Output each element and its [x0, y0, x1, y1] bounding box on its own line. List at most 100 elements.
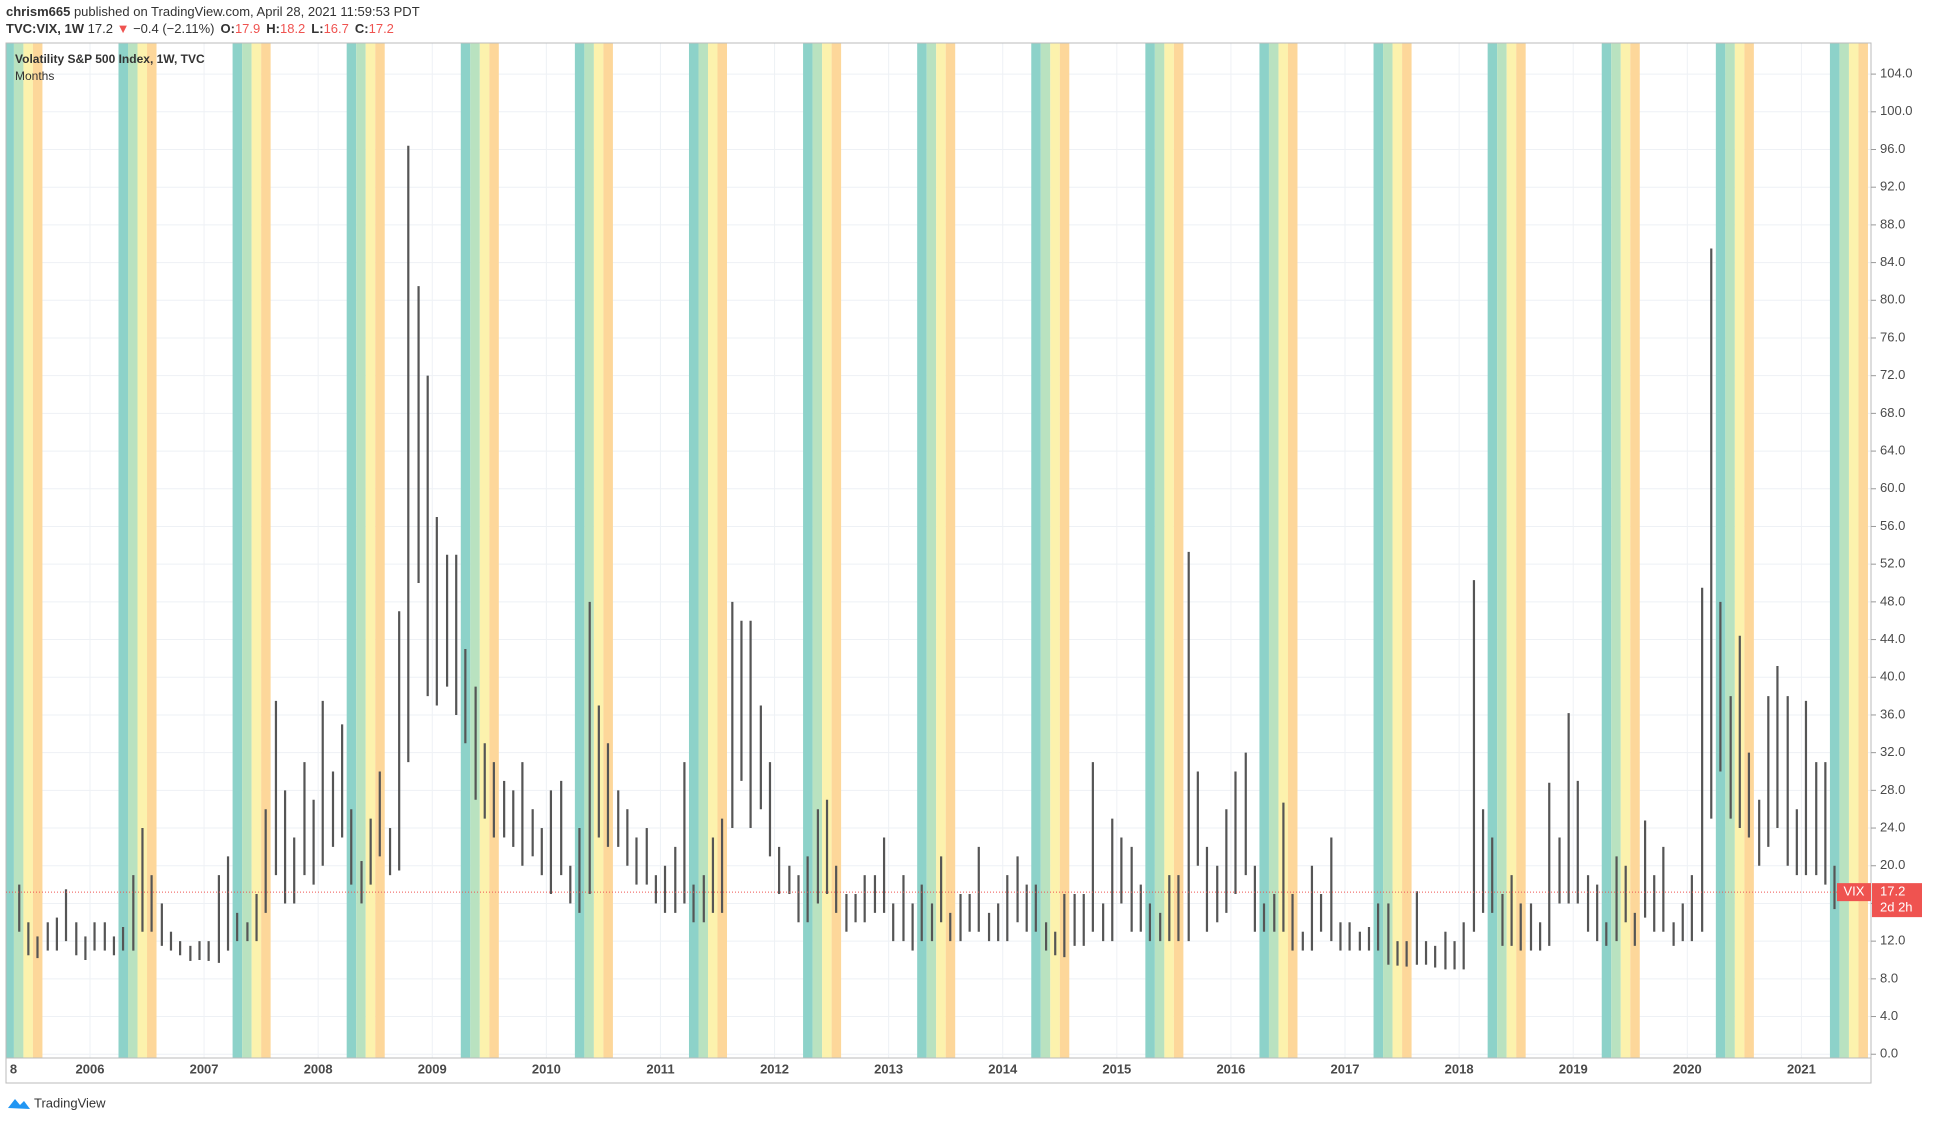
- month-band: [1278, 43, 1288, 1058]
- logo: [8, 1099, 30, 1109]
- month-band: [232, 43, 243, 1058]
- month-band: [356, 43, 366, 1058]
- y-tick-label: 4.0: [1880, 1008, 1898, 1023]
- month-band: [1506, 43, 1517, 1058]
- month-band: [261, 43, 271, 1058]
- month-band: [251, 43, 262, 1058]
- x-tick-label: 2015: [1102, 1061, 1131, 1076]
- arrow: ▼: [117, 21, 130, 36]
- month-band: [1848, 43, 1859, 1058]
- x-tick-label: 2016: [1216, 1061, 1245, 1076]
- change: −0.4 (−2.11%): [133, 21, 214, 36]
- series-name: VIX: [1844, 884, 1865, 899]
- month-band: [1497, 43, 1507, 1058]
- y-tick-label: 28.0: [1880, 782, 1905, 797]
- y-tick-label: 56.0: [1880, 518, 1905, 533]
- x-tick-label: 8: [10, 1061, 17, 1076]
- quote-line: TVC:VIX, 1W 17.2 ▼ −0.4 (−2.11%) O:17.9 H:…: [6, 21, 394, 36]
- month-band: [470, 43, 480, 1058]
- x-tick-label: 2008: [304, 1061, 333, 1076]
- y-tick-label: 32.0: [1880, 744, 1905, 759]
- month-band: [137, 43, 148, 1058]
- x-tick-label: 2012: [760, 1061, 789, 1076]
- month-band: [831, 43, 842, 1058]
- y-tick-label: 84.0: [1880, 254, 1905, 269]
- month-band: [603, 43, 613, 1058]
- y-tick-label: 92.0: [1880, 179, 1905, 194]
- month-band: [479, 43, 490, 1058]
- x-tick-label: 2013: [874, 1061, 903, 1076]
- month-band: [1611, 43, 1621, 1058]
- series-tag: [1837, 883, 1871, 902]
- ohlc-value: 17.2: [369, 21, 394, 36]
- x-tick-label: 2007: [190, 1061, 219, 1076]
- month-band: [23, 43, 33, 1058]
- y-tick-label: 96.0: [1880, 141, 1905, 156]
- month-band: [1839, 43, 1849, 1058]
- ohlc-value: 17.9: [235, 21, 260, 36]
- month-band: [1059, 43, 1070, 1058]
- month-band: [118, 43, 129, 1058]
- month-band: [346, 43, 357, 1058]
- ohlc-label: H:: [266, 21, 280, 36]
- month-band: [1259, 43, 1269, 1058]
- y-tick-label: 76.0: [1880, 329, 1905, 344]
- y-tick-label: 68.0: [1880, 405, 1905, 420]
- month-band: [32, 43, 43, 1058]
- header-line: chrism665 published on TradingView.com, …: [6, 4, 420, 19]
- last-price-label: 17.2: [1880, 884, 1905, 899]
- y-tick-label: 12.0: [1880, 933, 1905, 948]
- x-tick-label: 2011: [646, 1061, 674, 1076]
- y-tick-label: 20.0: [1880, 857, 1905, 872]
- indicator-name: Months: [15, 69, 54, 83]
- month-band: [128, 43, 138, 1058]
- y-tick-label: 64.0: [1880, 443, 1905, 458]
- y-tick-label: 100.0: [1880, 103, 1913, 118]
- y-tick-label: 80.0: [1880, 292, 1905, 307]
- month-band: [1145, 43, 1155, 1058]
- month-band: [1744, 43, 1754, 1058]
- month-band: [1715, 43, 1726, 1058]
- y-tick-label: 72.0: [1880, 367, 1905, 382]
- month-band: [13, 43, 24, 1058]
- symbol: TVC:VIX, 1W: [6, 21, 85, 36]
- footer-brand: TradingView: [34, 1095, 106, 1110]
- month-band: [242, 43, 252, 1058]
- month-band: [1031, 43, 1041, 1058]
- month-band: [1392, 43, 1403, 1058]
- y-tick-label: 104.0: [1880, 66, 1913, 81]
- month-band: [1154, 43, 1165, 1058]
- x-tick-label: 2019: [1559, 1061, 1588, 1076]
- month-band: [375, 43, 385, 1058]
- y-tick-label: 60.0: [1880, 480, 1905, 495]
- month-band: [917, 43, 927, 1058]
- month-band: [365, 43, 376, 1058]
- month-band: [822, 43, 832, 1058]
- month-band: [460, 43, 471, 1058]
- month-band: [926, 43, 937, 1058]
- last: 17.2: [88, 21, 113, 36]
- month-band: [717, 43, 728, 1058]
- month-band: [1040, 43, 1051, 1058]
- published: published on TradingView.com, April 28, …: [74, 4, 420, 19]
- price-tag: [1872, 883, 1922, 918]
- x-tick-label: 2006: [76, 1061, 105, 1076]
- month-band: [593, 43, 604, 1058]
- month-band: [574, 43, 585, 1058]
- x-tick-label: 2020: [1673, 1061, 1702, 1076]
- y-tick-label: 44.0: [1880, 631, 1905, 646]
- countdown: 2d 2h: [1880, 900, 1913, 915]
- month-band: [1516, 43, 1526, 1058]
- month-band: [584, 43, 594, 1058]
- y-tick-label: 88.0: [1880, 216, 1905, 231]
- month-band: [1173, 43, 1184, 1058]
- ohlc-label: O:: [221, 21, 235, 36]
- y-tick-label: 40.0: [1880, 669, 1905, 684]
- month-band: [1829, 43, 1840, 1058]
- x-tick-label: 2018: [1445, 1061, 1474, 1076]
- ohlc-label: L:: [311, 21, 323, 36]
- month-band: [1402, 43, 1412, 1058]
- y-tick-label: 48.0: [1880, 593, 1905, 608]
- month-band: [1725, 43, 1735, 1058]
